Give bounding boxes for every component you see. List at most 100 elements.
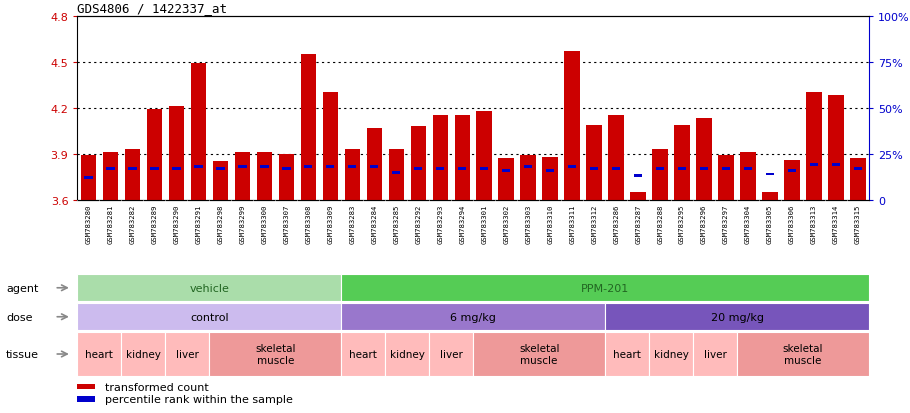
Text: GSM783309: GSM783309 xyxy=(328,204,333,243)
Text: 20 mg/kg: 20 mg/kg xyxy=(711,312,763,322)
Text: GSM783281: GSM783281 xyxy=(107,204,114,243)
Bar xyxy=(766,173,774,176)
Bar xyxy=(260,166,268,169)
Bar xyxy=(77,384,95,389)
Text: GSM783285: GSM783285 xyxy=(393,204,399,243)
Bar xyxy=(166,332,209,376)
Text: GSM783286: GSM783286 xyxy=(613,204,619,243)
Bar xyxy=(128,168,136,171)
Bar xyxy=(674,125,690,200)
Bar xyxy=(568,166,576,169)
Bar xyxy=(810,164,818,167)
Bar xyxy=(524,166,532,169)
Bar xyxy=(436,168,444,171)
Bar xyxy=(341,332,385,376)
Bar xyxy=(609,116,624,200)
Text: percentile rank within the sample: percentile rank within the sample xyxy=(105,394,292,404)
Bar xyxy=(806,93,822,200)
Text: control: control xyxy=(190,312,228,322)
Bar xyxy=(499,159,514,200)
Text: kidney: kidney xyxy=(653,349,689,359)
Bar xyxy=(209,332,341,376)
Text: GSM783291: GSM783291 xyxy=(196,204,201,243)
Bar xyxy=(257,153,272,200)
Bar xyxy=(77,304,341,330)
Bar xyxy=(410,127,426,200)
Text: GSM783310: GSM783310 xyxy=(547,204,553,243)
Text: GSM783308: GSM783308 xyxy=(305,204,311,243)
Text: GSM783293: GSM783293 xyxy=(437,204,443,243)
Bar xyxy=(854,168,863,171)
Text: dose: dose xyxy=(6,312,33,322)
Bar xyxy=(235,153,250,200)
Bar xyxy=(718,156,733,200)
Bar xyxy=(370,166,379,169)
Bar xyxy=(656,168,664,171)
Text: GSM783312: GSM783312 xyxy=(592,204,597,243)
Bar xyxy=(77,275,341,301)
Bar xyxy=(106,168,115,171)
Bar xyxy=(784,161,800,200)
Bar xyxy=(722,168,731,171)
Text: liver: liver xyxy=(703,349,726,359)
Text: GSM783288: GSM783288 xyxy=(657,204,663,243)
Text: GSM783287: GSM783287 xyxy=(635,204,642,243)
Bar xyxy=(282,168,290,171)
Text: GSM783290: GSM783290 xyxy=(173,204,179,243)
Text: liver: liver xyxy=(176,349,198,359)
Text: GSM783304: GSM783304 xyxy=(745,204,751,243)
Bar xyxy=(546,169,554,172)
Bar xyxy=(612,168,621,171)
Bar xyxy=(542,157,558,200)
Text: GSM783300: GSM783300 xyxy=(261,204,268,243)
Bar xyxy=(84,177,93,180)
Bar xyxy=(150,168,158,171)
Text: GSM783280: GSM783280 xyxy=(86,204,91,243)
Bar xyxy=(322,93,338,200)
Text: GDS4806 / 1422337_at: GDS4806 / 1422337_at xyxy=(77,2,228,15)
Text: GSM783313: GSM783313 xyxy=(811,204,817,243)
Text: GSM783297: GSM783297 xyxy=(723,204,729,243)
Bar xyxy=(414,168,422,171)
Bar xyxy=(788,169,796,172)
Bar xyxy=(300,55,316,200)
Bar xyxy=(696,119,712,200)
Bar xyxy=(194,166,203,169)
Bar xyxy=(649,332,693,376)
Bar xyxy=(678,168,686,171)
Text: agent: agent xyxy=(6,283,38,293)
Bar xyxy=(850,159,865,200)
Bar xyxy=(389,150,404,200)
Bar xyxy=(430,332,473,376)
Text: GSM783298: GSM783298 xyxy=(217,204,223,243)
Bar xyxy=(392,171,400,174)
Bar xyxy=(385,332,430,376)
Bar xyxy=(605,332,649,376)
Bar xyxy=(81,156,96,200)
Bar xyxy=(564,52,580,200)
Text: GSM783311: GSM783311 xyxy=(569,204,575,243)
Bar xyxy=(737,332,869,376)
Text: vehicle: vehicle xyxy=(189,283,229,293)
Text: 6 mg/kg: 6 mg/kg xyxy=(450,312,496,322)
Bar xyxy=(590,168,599,171)
Bar xyxy=(103,153,118,200)
Bar xyxy=(605,304,869,330)
Bar xyxy=(238,166,247,169)
Text: GSM783282: GSM783282 xyxy=(129,204,136,243)
Bar xyxy=(341,304,605,330)
Bar xyxy=(454,116,470,200)
Text: GSM783315: GSM783315 xyxy=(855,204,861,243)
Bar xyxy=(700,168,708,171)
Text: skeletal
muscle: skeletal muscle xyxy=(783,343,824,365)
Bar xyxy=(168,107,184,200)
Text: GSM783314: GSM783314 xyxy=(833,204,839,243)
Bar xyxy=(477,112,492,200)
Text: GSM783302: GSM783302 xyxy=(503,204,510,243)
Text: GSM783289: GSM783289 xyxy=(151,204,157,243)
Bar xyxy=(828,96,844,200)
Bar xyxy=(121,332,166,376)
Text: heart: heart xyxy=(86,349,113,359)
Bar xyxy=(631,192,646,200)
Bar xyxy=(634,175,642,178)
